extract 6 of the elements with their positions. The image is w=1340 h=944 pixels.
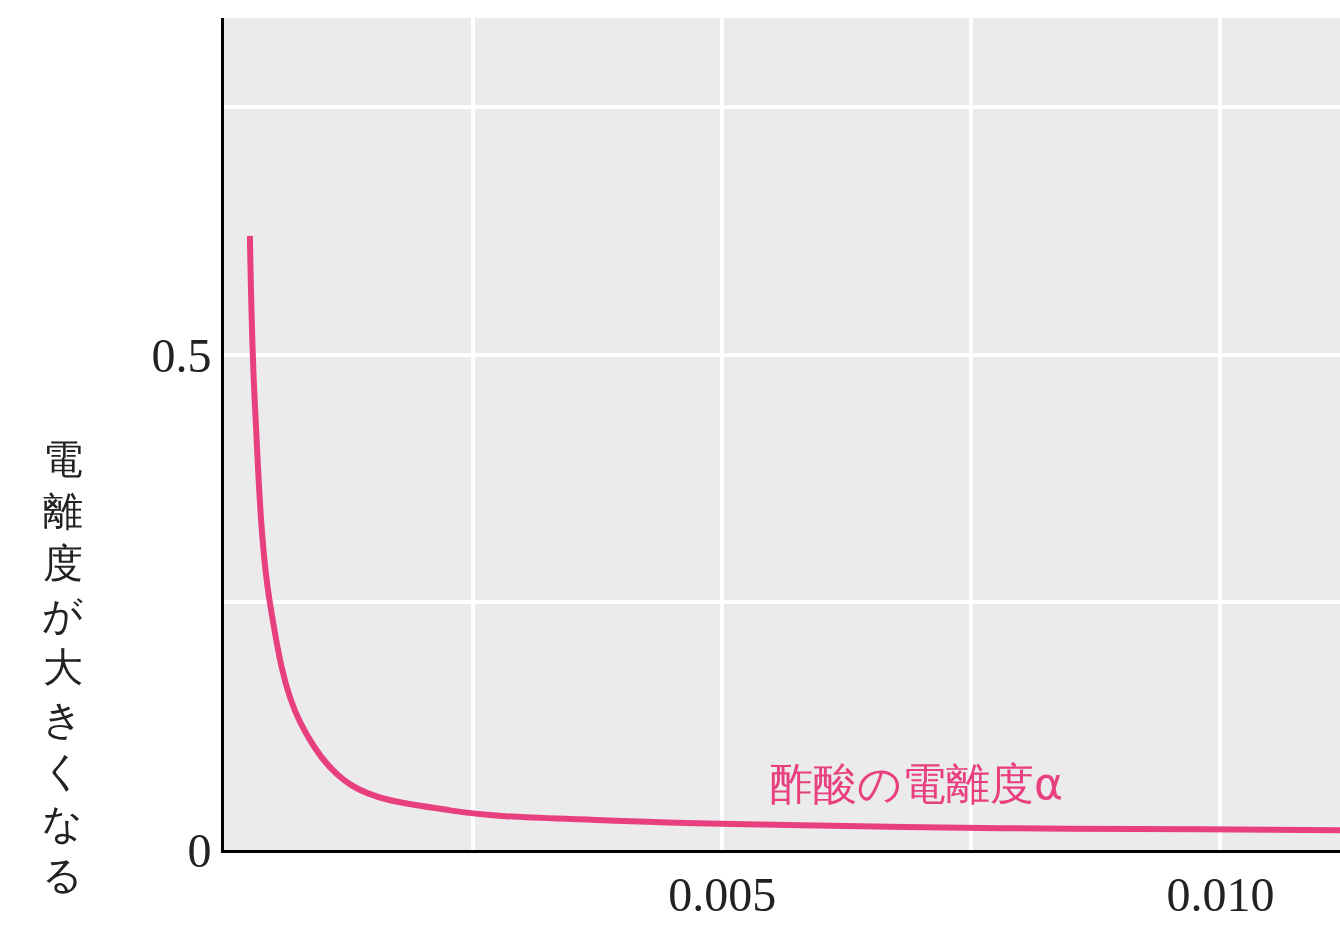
y-tick-label: 0 <box>187 823 212 877</box>
x-tick-label: 0.005 <box>668 867 777 921</box>
series-label: 酢酸の電離度α <box>769 758 1064 809</box>
x-tick-label: 0.010 <box>1166 867 1275 921</box>
text: 電離度が大きくなる <box>42 436 83 898</box>
y-tick-label: 0.5 <box>151 328 212 382</box>
